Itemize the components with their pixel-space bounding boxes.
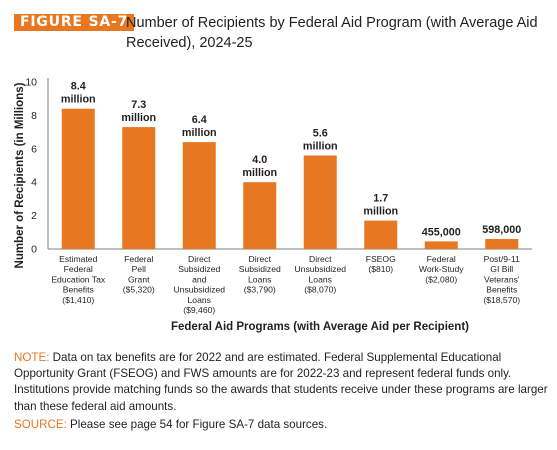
x-tick-label: Education Tax [51,274,106,284]
data-label: 8.4 [71,81,86,93]
bar [61,108,95,249]
data-label: 1.7 [373,193,388,205]
x-tick-label: ($5,320) [123,285,155,295]
data-label: million [182,127,217,139]
x-tick-label: and [192,274,207,284]
x-tick-label: Unsubsidized [173,285,225,295]
x-tick-label: Unsubsidized [294,264,346,274]
x-tick-label: Federal [427,254,456,264]
x-tick-label: ($2,080) [425,274,457,284]
x-tick-label: Subsidized [178,264,220,274]
x-tick-label: Pell [132,264,146,274]
data-label: 4.0 [252,154,267,166]
x-tick-label: GI Bill [490,264,513,274]
bar [243,182,277,249]
y-tick-label: 2 [31,210,37,222]
source-text: Please see page 54 for Figure SA-7 data … [66,418,328,431]
y-tick-label: 6 [31,143,37,155]
x-tick-label: Direct [309,254,332,264]
y-axis-title: Number of Recipients (in Millions) [14,82,26,268]
data-label: million [303,140,338,152]
data-label: 7.3 [131,99,146,111]
figure-header: FIGURE SA-7 Number of Recipients by Fede… [14,12,549,60]
x-tick-label: FSEOG [366,254,396,264]
x-tick-label: ($1,410) [62,295,94,305]
x-tick-label: Grant [128,274,150,284]
x-tick-label: Work-Study [419,264,464,274]
bar [303,155,337,249]
x-tick-label: Federal [124,254,153,264]
x-tick-label: Veterans' [484,274,520,284]
chart-title: Number of Recipients by Federal Aid Prog… [126,15,538,51]
x-tick-label: Benefits [486,285,517,295]
data-label: 598,000 [482,224,521,236]
note: NOTE: Data on tax benefits are for 2022 … [14,350,549,415]
figure-label: FIGURE SA-7 [14,14,135,31]
x-tick-label: ($3,790) [244,285,276,295]
source: SOURCE: Please see page 54 for Figure SA… [14,417,549,433]
bar [424,241,458,249]
x-tick-label: ($810) [368,264,393,274]
x-tick-label: Loans [309,274,332,284]
y-tick-label: 10 [25,77,37,89]
data-label: 5.6 [313,127,328,139]
x-tick-label: Direct [249,254,272,264]
x-tick-label: Loans [188,295,211,305]
y-tick-label: 0 [31,244,37,256]
data-label: 455,000 [422,226,461,238]
note-text: Data on tax benefits are for 2022 and ar… [14,351,548,413]
bar [364,220,398,249]
x-tick-label: Post/9-11 [484,254,520,264]
x-tick-label: Estimated [59,254,97,264]
x-axis-title: Federal Aid Programs (with Average Aid p… [171,321,469,333]
x-tick-label: Loans [248,274,271,284]
data-label: million [363,206,398,218]
bar [122,127,156,249]
bar [182,142,216,249]
data-label: million [121,112,156,124]
y-tick-label: 8 [31,110,37,122]
x-tick-label: Federal [64,264,93,274]
bar [485,239,519,249]
x-tick-label: Subsidized [239,264,281,274]
x-tick-label: ($18,570) [483,295,520,305]
source-label: SOURCE: [14,418,67,431]
data-label: million [61,94,96,106]
x-tick-label: ($8,070) [304,285,336,295]
y-tick-label: 4 [31,177,37,189]
x-tick-label: Direct [188,254,211,264]
note-label: NOTE: [14,351,50,364]
data-label: 6.4 [192,114,207,126]
data-label: million [242,167,277,179]
x-tick-label: Benefits [63,285,94,295]
x-tick-label: ($9,460) [183,305,215,315]
